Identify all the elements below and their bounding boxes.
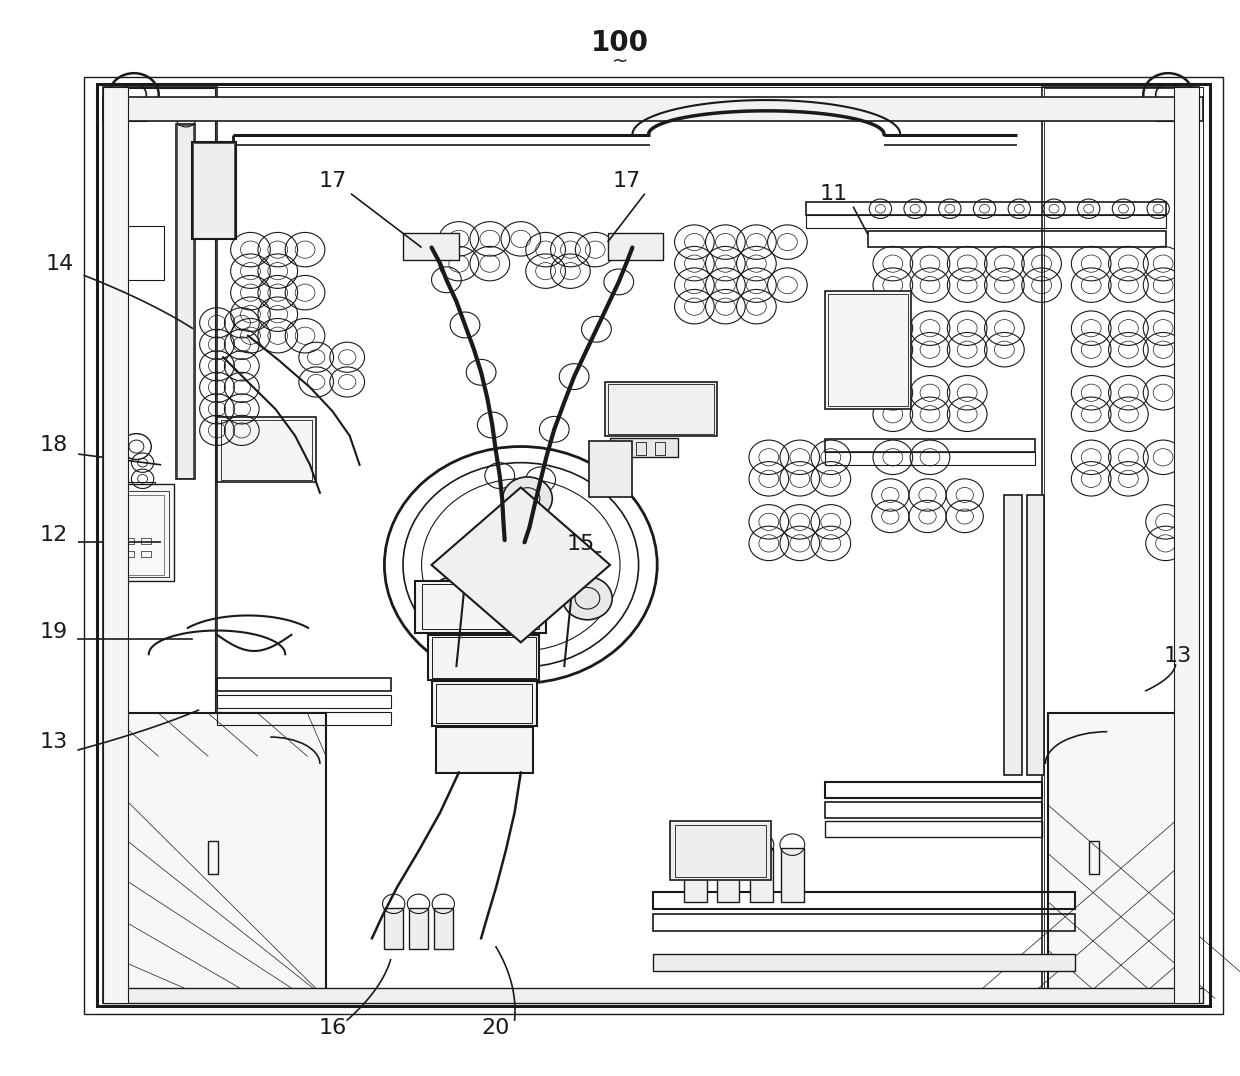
- Bar: [141, 551, 151, 557]
- Bar: [436, 684, 532, 723]
- Bar: [217, 712, 391, 725]
- Bar: [124, 538, 134, 544]
- Bar: [415, 581, 546, 633]
- Text: 14: 14: [46, 254, 73, 273]
- Bar: [176, 124, 195, 479]
- Bar: [618, 442, 627, 455]
- Bar: [124, 551, 134, 557]
- Bar: [670, 821, 771, 880]
- Bar: [828, 294, 908, 406]
- Bar: [1042, 87, 1199, 1003]
- Bar: [192, 142, 236, 239]
- Bar: [221, 420, 312, 480]
- Bar: [1044, 88, 1197, 1001]
- Bar: [217, 695, 391, 708]
- Bar: [825, 452, 1035, 465]
- Bar: [117, 495, 164, 575]
- Bar: [103, 97, 1203, 121]
- Bar: [103, 988, 1203, 1003]
- Text: 12: 12: [40, 525, 67, 544]
- Bar: [610, 438, 678, 457]
- Bar: [436, 727, 533, 773]
- Text: 17: 17: [613, 171, 640, 190]
- Bar: [825, 782, 1042, 798]
- Bar: [1089, 841, 1099, 874]
- Bar: [653, 892, 1075, 909]
- Text: 100: 100: [591, 29, 649, 57]
- Bar: [141, 538, 151, 544]
- Bar: [97, 84, 1210, 1006]
- Text: 17: 17: [319, 171, 346, 190]
- Bar: [589, 441, 632, 497]
- Bar: [653, 954, 1075, 971]
- Text: 13: 13: [1164, 647, 1192, 666]
- Bar: [806, 202, 1166, 215]
- Bar: [1174, 87, 1199, 1003]
- Bar: [109, 713, 326, 999]
- Bar: [825, 821, 1042, 837]
- Bar: [605, 382, 717, 436]
- Bar: [428, 635, 539, 680]
- Bar: [114, 491, 169, 577]
- Circle shape: [498, 546, 543, 584]
- Bar: [675, 825, 766, 877]
- Text: 18: 18: [40, 436, 67, 455]
- Circle shape: [429, 577, 479, 620]
- Bar: [608, 384, 714, 434]
- Bar: [868, 231, 1166, 247]
- Bar: [608, 233, 663, 260]
- Bar: [122, 107, 146, 121]
- Bar: [1004, 495, 1022, 775]
- Bar: [422, 584, 539, 629]
- Bar: [432, 637, 536, 678]
- Bar: [655, 442, 665, 455]
- Bar: [432, 681, 537, 726]
- Bar: [1027, 495, 1044, 775]
- Bar: [103, 87, 1203, 1003]
- Text: 16: 16: [319, 1018, 346, 1037]
- Bar: [217, 678, 391, 691]
- Bar: [103, 87, 128, 1003]
- Circle shape: [563, 577, 613, 620]
- Bar: [781, 848, 804, 902]
- Bar: [806, 215, 1166, 228]
- Circle shape: [502, 477, 552, 520]
- Bar: [105, 88, 215, 1001]
- Bar: [84, 77, 1223, 1014]
- Bar: [717, 848, 739, 902]
- Bar: [750, 848, 773, 902]
- Text: 11: 11: [820, 184, 847, 203]
- Bar: [434, 908, 453, 949]
- Bar: [118, 482, 155, 495]
- Bar: [825, 439, 1035, 452]
- Bar: [1048, 713, 1194, 999]
- Text: 13: 13: [40, 733, 67, 752]
- Bar: [825, 291, 911, 409]
- Bar: [684, 848, 707, 902]
- Bar: [636, 442, 646, 455]
- Bar: [1156, 107, 1180, 121]
- Text: 19: 19: [40, 622, 67, 641]
- Bar: [208, 841, 218, 874]
- Bar: [103, 87, 217, 1003]
- Text: ~: ~: [611, 52, 629, 71]
- Polygon shape: [432, 487, 610, 642]
- Bar: [217, 417, 316, 482]
- Bar: [409, 908, 428, 949]
- Bar: [177, 125, 193, 478]
- Bar: [384, 908, 403, 949]
- Bar: [193, 143, 234, 238]
- Bar: [114, 226, 164, 280]
- Bar: [653, 914, 1075, 931]
- Bar: [403, 233, 459, 260]
- Bar: [109, 484, 174, 581]
- Bar: [825, 802, 1042, 818]
- Text: 20: 20: [482, 1018, 510, 1037]
- Text: 15: 15: [567, 535, 594, 554]
